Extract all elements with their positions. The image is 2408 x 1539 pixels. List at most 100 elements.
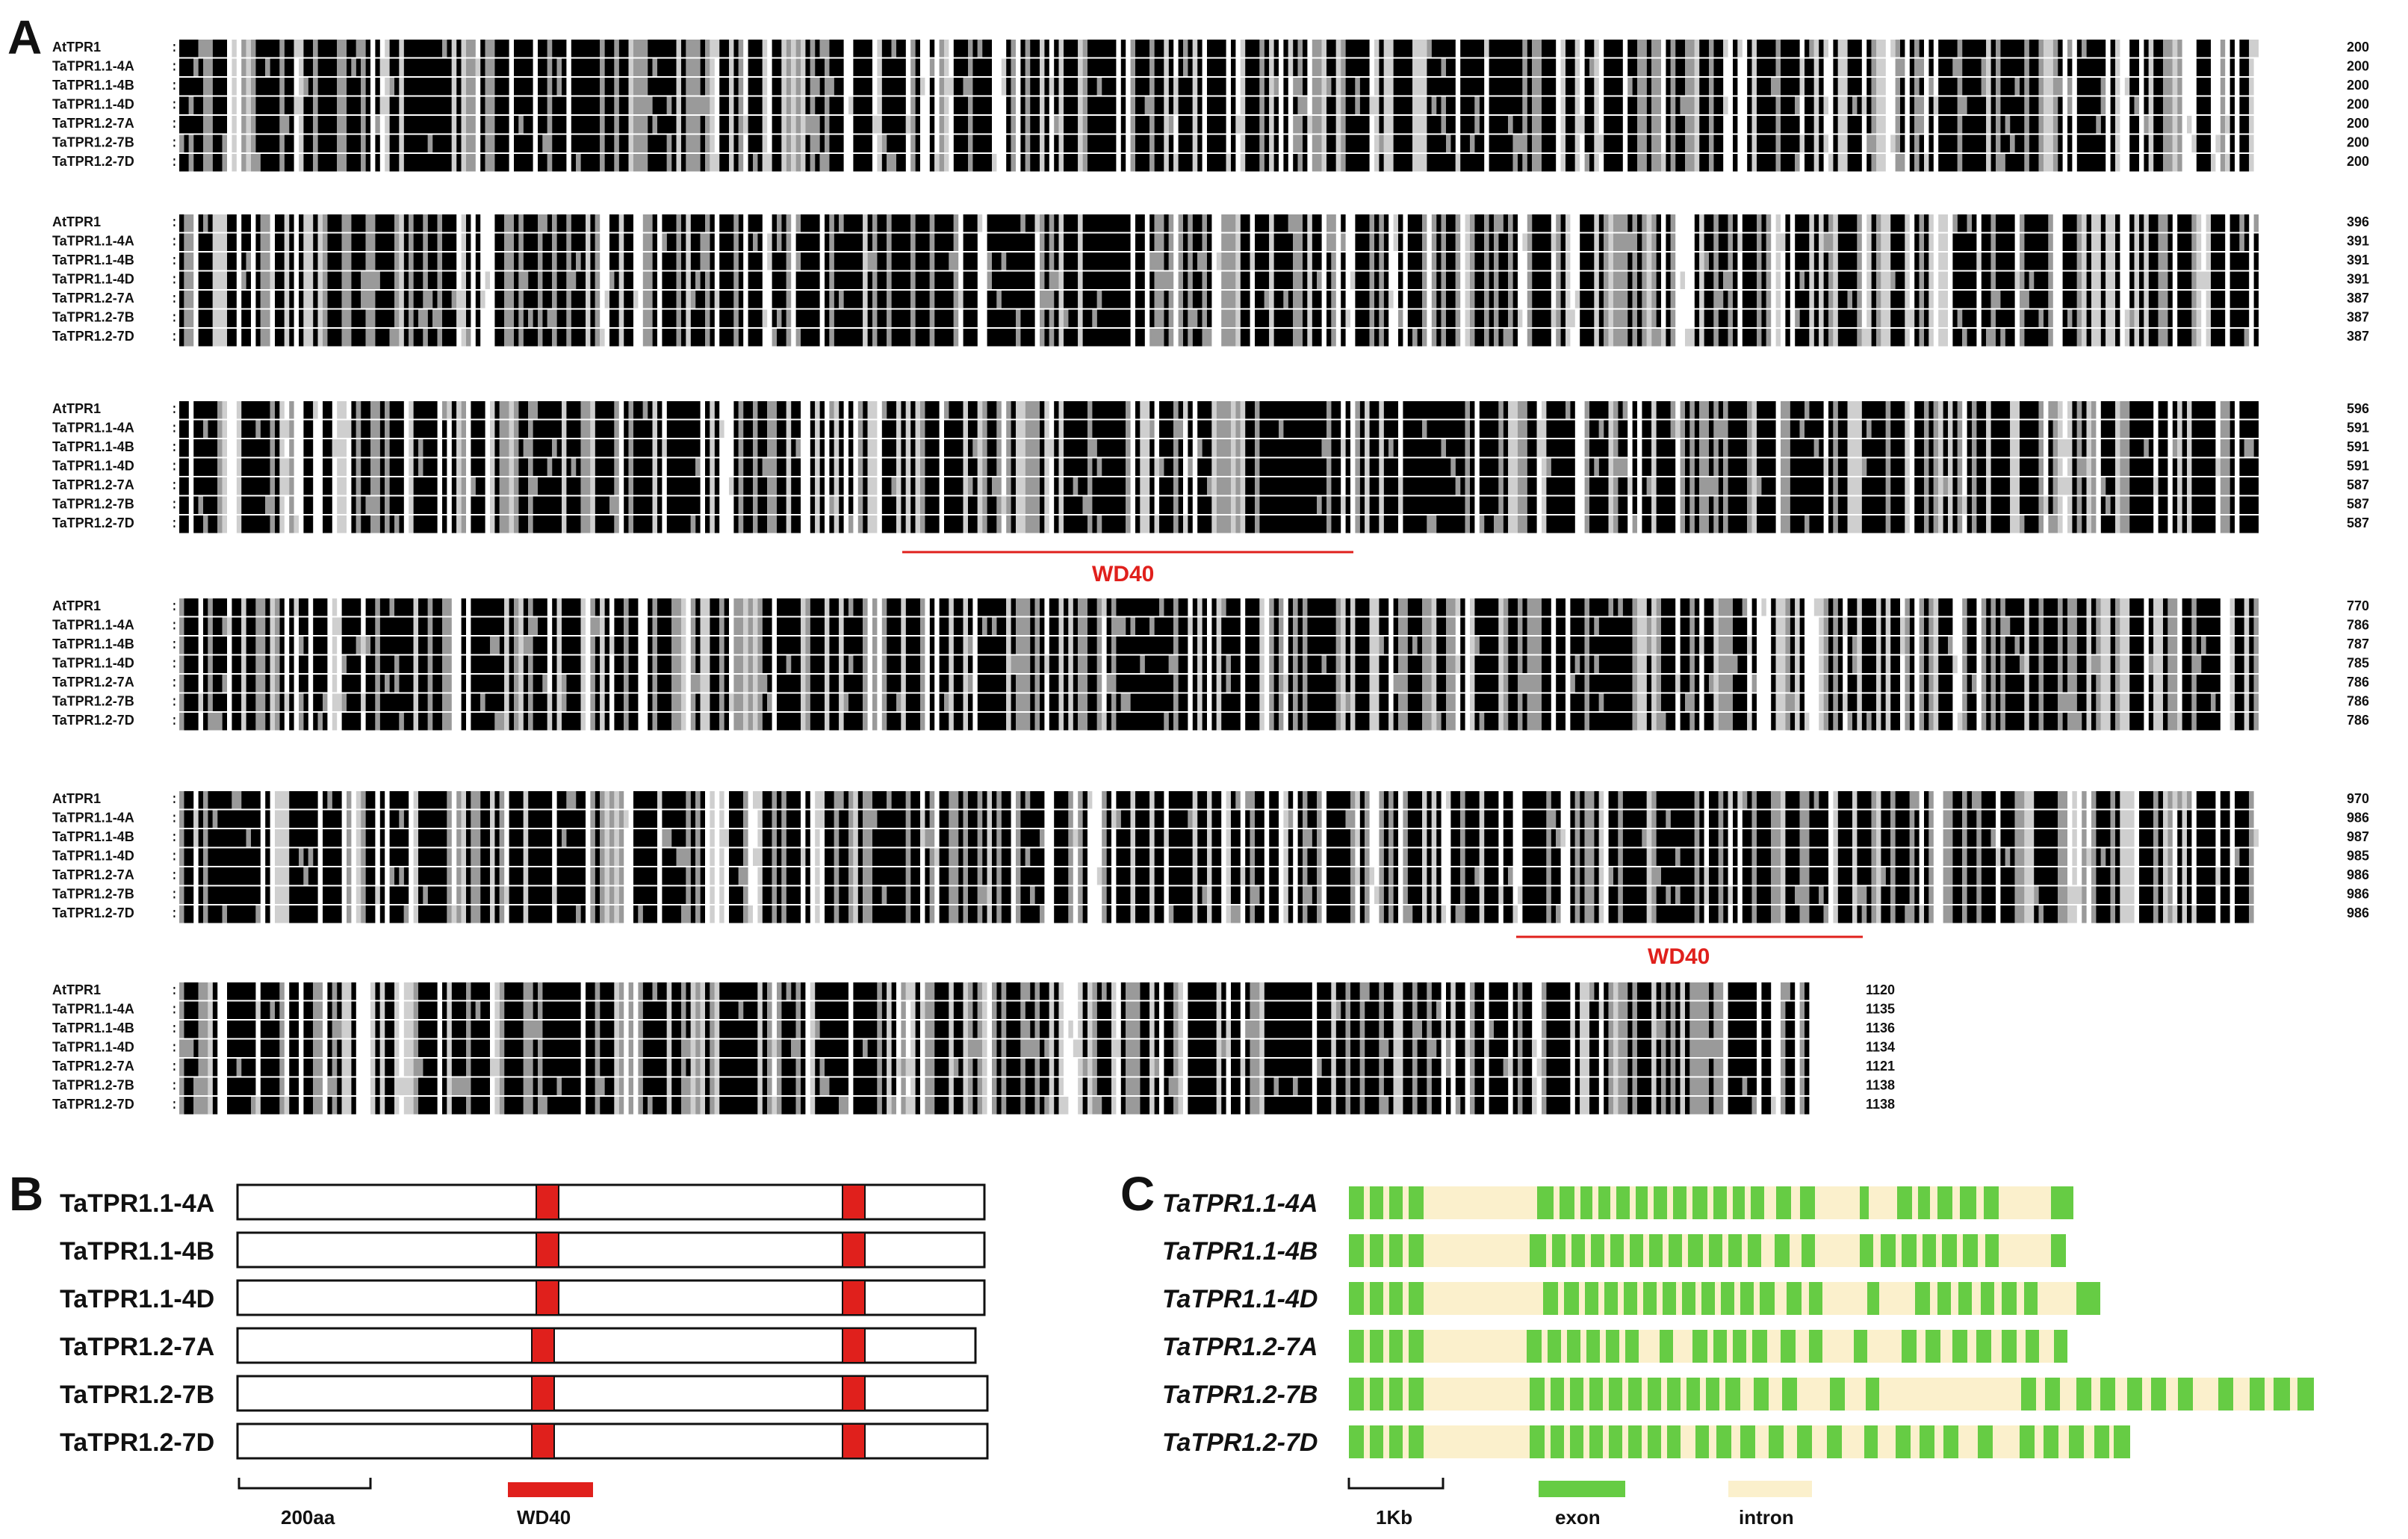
alignment-block: AtTPR1: 200 TaTPR1.1-4A: 200 TaTPR1.1-4B: 200… [52, 40, 2369, 172]
exon [1624, 1282, 1637, 1315]
sequence-name: TaTPR1.2-7A [52, 675, 134, 690]
exon [1349, 1234, 1364, 1267]
sequence-end-position: 770 [2347, 598, 2369, 613]
wd40-label-block-5: WD40 [1648, 944, 1710, 969]
sequence-end-position: 986 [2347, 887, 2369, 902]
exon [1787, 1282, 1802, 1315]
separator: : [170, 869, 179, 884]
exon [1628, 1425, 1642, 1458]
exon [1937, 1282, 1951, 1315]
alignment-row: TaTPR1.2-7D: 587 [52, 515, 2369, 533]
sequence-end-position: 387 [2347, 329, 2369, 344]
sequence-end-position: 200 [2347, 97, 2369, 112]
exon [1686, 1378, 1700, 1411]
exon [1663, 1282, 1676, 1315]
gene-track [1349, 1330, 2067, 1363]
protein-domain-panel: B TaTPR1.1-4A TaTPR1.1-4B TaTPR1.1-4D Ta… [9, 1167, 989, 1529]
exon [1551, 1425, 1564, 1458]
alignment-row: TaTPR1.2-7A: 200 [52, 116, 2369, 134]
exon [1692, 1186, 1707, 1219]
exon [1963, 1234, 1978, 1267]
exon-legend-label: exon [1555, 1506, 1601, 1529]
wd40-domain [536, 1232, 559, 1268]
panel-a-letter: A [7, 10, 42, 64]
exon [2021, 1378, 2036, 1411]
wd40-domain [842, 1375, 866, 1411]
alignment-row: TaTPR1.2-7A: 786 [52, 675, 2369, 693]
sequence-end-position: 786 [2347, 694, 2369, 709]
exon [1860, 1186, 1869, 1219]
sequence-name: TaTPR1.1-4A [52, 811, 134, 826]
alignment-row: TaTPR1.1-4B: 200 [52, 78, 2369, 96]
sequence-end-position: 591 [2347, 421, 2369, 436]
separator: : [170, 403, 179, 418]
exon [1370, 1330, 1383, 1363]
alignment-row: TaTPR1.2-7B: 986 [52, 886, 2369, 904]
alignment-row: TaTPR1.1-4B: 1136 [52, 1021, 1895, 1038]
exon [1775, 1234, 1790, 1267]
sequence-name: TaTPR1.2-7B [52, 135, 134, 150]
exon [2100, 1378, 2115, 1411]
sequence-end-position: 200 [2347, 135, 2369, 150]
sequence-end-position: 587 [2347, 497, 2369, 512]
separator: : [170, 984, 179, 999]
exon [1667, 1378, 1681, 1411]
separator: : [170, 117, 179, 132]
scale-bar-200aa: 200aa [238, 1478, 372, 1529]
wd40-underline-block-5: WD40 [1516, 935, 1863, 969]
protein-bar [236, 1422, 989, 1460]
gene-track [1349, 1282, 2100, 1315]
exon [1660, 1330, 1673, 1363]
protein-row: TaTPR1.2-7A [60, 1327, 977, 1364]
alignment-blocks: AtTPR1: 200 TaTPR1.1-4A: 200 TaTPR1.1-4B: 200… [52, 40, 2369, 1115]
separator: : [170, 907, 179, 922]
sequence-name: TaTPR1.1-4B [52, 253, 134, 267]
protein-label: TaTPR1.1-4B [60, 1237, 214, 1266]
exon [1537, 1186, 1554, 1219]
exon [1591, 1234, 1604, 1267]
exon [1598, 1186, 1610, 1219]
sequence-name: TaTPR1.2-7A [52, 867, 134, 882]
sequence-name: TaTPR1.1-4B [52, 1021, 134, 1035]
exon [1530, 1425, 1545, 1458]
sequence-name: TaTPR1.1-4A [52, 421, 134, 436]
alignment-block: AtTPR1: 970 TaTPR1.1-4A: 986 TaTPR1.1-4B: 987… [52, 791, 2369, 923]
exon [1636, 1186, 1648, 1219]
sequence-end-position: 787 [2347, 637, 2369, 651]
alignment-row: TaTPR1.2-7A: 587 [52, 477, 2369, 495]
sequence-name: TaTPR1.2-7A [52, 116, 134, 131]
separator: : [170, 1098, 179, 1113]
separator: : [170, 155, 179, 170]
exon [1701, 1282, 1715, 1315]
exon [2002, 1282, 2017, 1315]
exon [1409, 1378, 1424, 1411]
alignment-block: AtTPR1: 1120 TaTPR1.1-4A: 1135 TaTPR1.1-4B: 1… [52, 982, 1895, 1115]
exon [1609, 1378, 1622, 1411]
sequence-end-position: 1121 [1866, 1059, 1895, 1074]
exon [1630, 1234, 1643, 1267]
exon [1754, 1378, 1769, 1411]
exon [1370, 1186, 1383, 1219]
exon [1721, 1282, 1734, 1315]
exon [1370, 1234, 1383, 1267]
protein-bar [236, 1375, 989, 1412]
exon [1604, 1282, 1618, 1315]
alignment-row: TaTPR1.2-7D: 786 [52, 713, 2369, 731]
protein-label: TaTPR1.1-4A [60, 1189, 214, 1218]
protein-bar [236, 1183, 986, 1221]
exon [1667, 1425, 1681, 1458]
sequence-end-position: 200 [2347, 154, 2369, 169]
separator: : [170, 831, 179, 846]
sequence-end-position: 785 [2347, 656, 2369, 671]
scale-bar-1kb: 1Kb [1347, 1478, 1445, 1529]
exon [1896, 1425, 1911, 1458]
exon [1902, 1330, 1917, 1363]
alignment-row: TaTPR1.1-4A: 986 [52, 810, 2369, 828]
separator: : [170, 441, 179, 456]
alignment-row: AtTPR1: 770 [52, 598, 2369, 616]
sequence-name: TaTPR1.2-7B [52, 694, 134, 709]
sequence-end-position: 391 [2347, 272, 2369, 287]
exon [1978, 1425, 1993, 1458]
sequence-name: AtTPR1 [52, 214, 101, 229]
sequence-end-position: 786 [2347, 713, 2369, 728]
